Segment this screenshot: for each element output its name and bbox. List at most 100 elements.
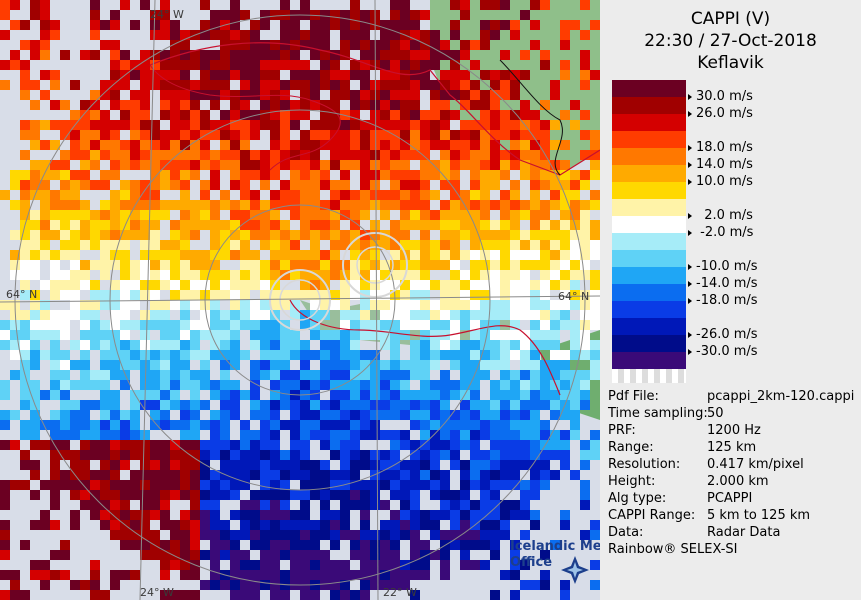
echo-cell [380,40,390,50]
echo-cell [220,550,230,560]
echo-cell [330,20,340,30]
echo-cell [500,290,510,300]
echo-cell [250,450,260,460]
echo-cell [300,210,310,220]
echo-cell [370,390,380,400]
echo-cell [70,310,80,320]
echo-cell [580,220,590,230]
echo-cell [50,140,60,150]
echo-cell [150,260,160,270]
echo-cell [260,280,270,290]
echo-cell [270,240,280,250]
echo-cell [290,370,300,380]
echo-cell [330,540,340,550]
echo-cell [170,460,180,470]
echo-cell [170,540,180,550]
echo-cell [20,90,30,100]
echo-cell [40,230,50,240]
echo-cell [270,430,280,440]
echo-cell [190,140,200,150]
echo-cell [220,230,230,240]
echo-cell [560,350,570,360]
echo-cell [140,530,150,540]
echo-cell [570,300,580,310]
echo-cell [350,100,360,110]
echo-cell [140,100,150,110]
echo-cell [490,200,500,210]
echo-cell [200,530,210,540]
echo-cell [480,430,490,440]
echo-cell [230,350,240,360]
echo-cell [220,440,230,450]
echo-cell [540,250,550,260]
echo-cell [420,350,430,360]
echo-cell [190,120,200,130]
echo-cell [330,530,340,540]
echo-cell [220,400,230,410]
echo-cell [480,190,490,200]
echo-cell [360,180,370,190]
echo-cell [370,460,380,470]
echo-cell [370,480,380,490]
echo-cell [300,380,310,390]
echo-cell [440,220,450,230]
echo-cell [560,240,570,250]
echo-cell [380,270,390,280]
echo-cell [130,190,140,200]
echo-cell [140,430,150,440]
echo-cell [70,400,80,410]
echo-cell [550,190,560,200]
echo-cell [480,410,490,420]
echo-cell [420,420,430,430]
echo-cell [30,300,40,310]
echo-cell [200,450,210,460]
echo-cell [160,550,170,560]
echo-cell [380,110,390,120]
echo-cell [450,510,460,520]
echo-cell [120,230,130,240]
echo-cell [310,80,320,90]
echo-cell [90,260,100,270]
echo-cell [110,190,120,200]
radar-map[interactable]: 24° W 64° N 64° N 24° W 22° W Icelandic … [0,0,600,600]
echo-cell [410,10,420,20]
echo-cell [210,390,220,400]
echo-cell [180,150,190,160]
meta-value: 50 [707,406,724,421]
echo-cell [570,210,580,220]
echo-cell [450,200,460,210]
echo-cell [280,380,290,390]
echo-cell [440,300,450,310]
echo-cell [310,520,320,530]
echo-cell [330,380,340,390]
echo-cell [330,370,340,380]
echo-cell [80,400,90,410]
echo-cell [70,130,80,140]
echo-cell [170,380,180,390]
echo-cell [260,440,270,450]
echo-cell [380,520,390,530]
echo-cell [240,100,250,110]
echo-cell [120,160,130,170]
echo-cell [370,230,380,240]
echo-cell [520,100,530,110]
echo-cell [350,230,360,240]
echo-cell [280,570,290,580]
echo-cell [410,310,420,320]
echo-cell [90,450,100,460]
echo-cell [210,200,220,210]
echo-cell [110,40,120,50]
echo-cell [510,320,520,330]
echo-cell [310,180,320,190]
echo-cell [100,500,110,510]
echo-cell [20,260,30,270]
echo-cell [310,570,320,580]
echo-cell [40,580,50,590]
echo-cell [370,140,380,150]
echo-cell [510,440,520,450]
echo-cell [570,170,580,180]
echo-cell [180,290,190,300]
echo-cell [430,360,440,370]
echo-cell [210,60,220,70]
echo-cell [190,160,200,170]
